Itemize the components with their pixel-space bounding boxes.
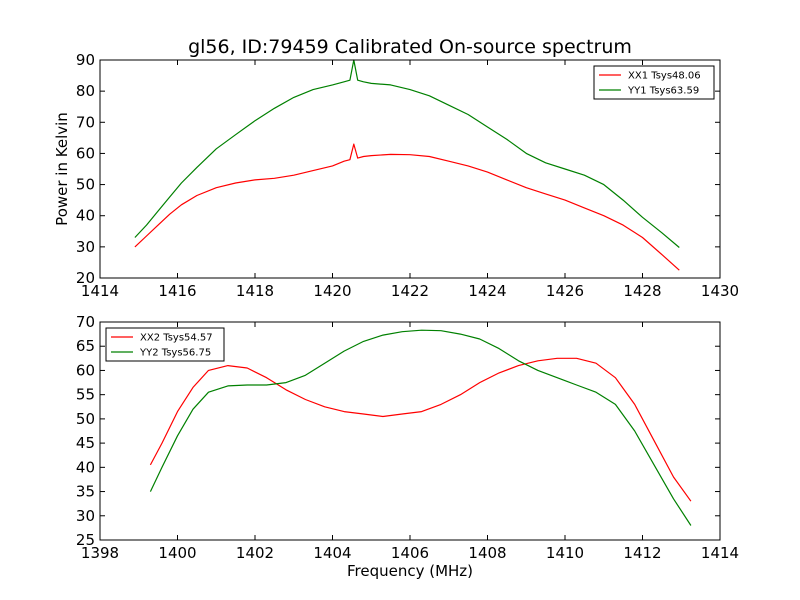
y-tick-label: 90 <box>76 51 95 69</box>
y-tick-label: 20 <box>76 269 95 287</box>
x-tick-label: 1414 <box>701 544 739 562</box>
chart-panel-1: 1414 1416 1418 1420 1422 1424 1426 1428 1430 20 30… <box>53 51 739 300</box>
x-tick-label: 1400 <box>158 544 196 562</box>
x-tick-label: 1406 <box>391 544 429 562</box>
legend-box <box>593 65 715 100</box>
legend-entry: YY1 Tsys63.59 <box>627 86 699 97</box>
y-tick-label: 40 <box>76 207 95 225</box>
x-tick-label: 1412 <box>623 544 661 562</box>
x-tick-label: 1422 <box>391 282 429 300</box>
figure-title: gl56, ID:79459 Calibrated On-source spec… <box>188 36 632 58</box>
x-tick-label: 1424 <box>468 282 506 300</box>
y-tick-label: 65 <box>76 337 95 355</box>
y-tick-label: 45 <box>76 434 95 452</box>
y-tick-label: 70 <box>76 313 95 331</box>
x-tick-label: 1402 <box>236 544 274 562</box>
x-axis-label: Frequency (MHz) <box>347 562 473 580</box>
y-tick-label: 60 <box>76 144 95 162</box>
x-tick-label: 1408 <box>468 544 506 562</box>
legend-box <box>105 327 225 362</box>
x-tick-label: 1428 <box>623 282 661 300</box>
y-axis-label: Power in Kelvin <box>53 112 71 226</box>
y-tick-label: 30 <box>76 507 95 525</box>
series-line-1-2 <box>134 59 680 248</box>
legend-entry: YY2 Tsys56.75 <box>139 348 211 359</box>
x-tick-label: 1414 <box>81 282 119 300</box>
x-tick-label: 1418 <box>236 282 274 300</box>
x-tick-label: 1430 <box>701 282 739 300</box>
legend-entry: XX2 Tsys54.57 <box>140 333 213 344</box>
series-line-1-1 <box>134 143 680 271</box>
x-tick-label: 1398 <box>81 544 119 562</box>
y-tick-label: 50 <box>76 176 95 194</box>
legend: XX1 Tsys48.06 YY1 Tsys63.59 <box>593 65 715 100</box>
x-tick-label: 1426 <box>546 282 584 300</box>
x-tick-label: 1404 <box>313 544 351 562</box>
y-tick-label: 35 <box>76 483 95 501</box>
x-tick-label: 1410 <box>546 544 584 562</box>
series-line-2-1 <box>149 357 692 502</box>
chart-panels: 1414 1416 1418 1420 1422 1424 1426 1428 1430 20 30… <box>53 51 739 580</box>
legend-entry: XX1 Tsys48.06 <box>628 71 701 82</box>
y-tick-label: 70 <box>76 113 95 131</box>
y-tick-label: 55 <box>76 386 95 404</box>
y-tick-label: 40 <box>76 458 95 476</box>
y-tick-label: 60 <box>76 361 95 379</box>
legend: XX2 Tsys54.57 YY2 Tsys56.75 <box>105 327 225 362</box>
x-tick-label: 1420 <box>313 282 351 300</box>
y-tick-label: 50 <box>76 410 95 428</box>
series-line-2-2 <box>149 329 692 526</box>
y-tick-label: 30 <box>76 238 95 256</box>
chart-panel-2: 1398 1400 1402 1404 1406 1408 1410 1412 1414 25 30… <box>76 313 739 580</box>
x-tick-label: 1416 <box>158 282 196 300</box>
y-tick-label: 80 <box>76 82 95 100</box>
y-tick-label: 25 <box>76 531 95 549</box>
